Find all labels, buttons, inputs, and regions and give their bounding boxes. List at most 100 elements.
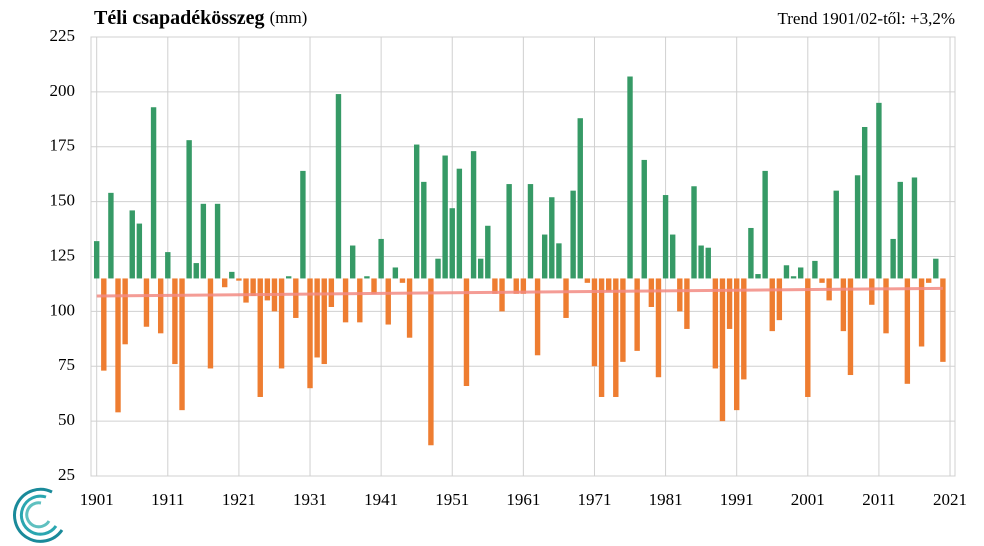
bar bbox=[513, 278, 519, 294]
x-tick-label: 1921 bbox=[222, 490, 256, 509]
bar bbox=[655, 278, 662, 378]
y-tick-label: 50 bbox=[58, 410, 75, 429]
bar bbox=[115, 278, 121, 413]
bar bbox=[641, 159, 647, 279]
bar bbox=[805, 278, 811, 397]
chart-title: Téli csapadékösszeg (mm) bbox=[94, 7, 307, 29]
bar bbox=[847, 278, 854, 376]
bar bbox=[556, 243, 562, 279]
bar bbox=[733, 278, 740, 411]
bar bbox=[861, 126, 868, 279]
bar bbox=[285, 276, 292, 279]
x-tick-label: 1961 bbox=[506, 490, 540, 509]
bar bbox=[157, 278, 164, 334]
bar bbox=[925, 278, 932, 283]
bar bbox=[428, 278, 434, 446]
bar bbox=[221, 278, 228, 288]
bar bbox=[136, 223, 143, 279]
y-tick-label: 200 bbox=[50, 81, 76, 100]
bar bbox=[108, 192, 114, 279]
bar bbox=[101, 278, 107, 371]
bar bbox=[726, 278, 733, 329]
bar bbox=[563, 278, 569, 318]
bar bbox=[186, 140, 192, 279]
bar bbox=[392, 267, 399, 279]
bar bbox=[200, 203, 207, 279]
bar bbox=[477, 258, 484, 279]
bar bbox=[193, 263, 199, 279]
bar bbox=[470, 151, 477, 279]
bar bbox=[584, 278, 591, 283]
bar bbox=[669, 234, 676, 279]
bar bbox=[833, 190, 839, 279]
bar bbox=[413, 144, 420, 279]
trend-line bbox=[96, 286, 943, 298]
bar bbox=[712, 278, 719, 369]
bar bbox=[797, 267, 804, 279]
bar bbox=[783, 265, 790, 279]
bar bbox=[314, 278, 320, 358]
bar bbox=[904, 278, 911, 384]
bar bbox=[776, 278, 783, 321]
bar bbox=[940, 278, 946, 362]
y-tick-label: 175 bbox=[50, 136, 76, 155]
bar bbox=[243, 278, 249, 303]
bar bbox=[762, 170, 768, 279]
bar bbox=[385, 278, 391, 325]
bar bbox=[442, 155, 448, 279]
bar bbox=[662, 195, 669, 279]
bar bbox=[499, 278, 505, 312]
unit: (mm) bbox=[270, 8, 308, 27]
x-tick-label: 2021 bbox=[933, 490, 967, 509]
bar bbox=[719, 278, 726, 422]
bar bbox=[869, 278, 875, 305]
bar bbox=[598, 278, 605, 397]
bar bbox=[435, 258, 441, 279]
bar bbox=[449, 208, 455, 279]
bar bbox=[207, 278, 214, 369]
bar bbox=[278, 278, 285, 369]
x-tick-label: 2001 bbox=[791, 490, 825, 509]
bar bbox=[854, 175, 861, 279]
x-tick-label: 1981 bbox=[649, 490, 683, 509]
x-tick-label: 1911 bbox=[151, 490, 184, 509]
bar bbox=[591, 278, 598, 367]
bar bbox=[677, 278, 683, 312]
bar bbox=[790, 276, 797, 279]
y-tick-label: 100 bbox=[50, 300, 76, 319]
bar bbox=[371, 278, 377, 294]
bar bbox=[648, 278, 655, 307]
y-tick-label: 225 bbox=[50, 26, 76, 45]
bar bbox=[883, 278, 889, 334]
bar bbox=[421, 181, 427, 279]
x-tick-label: 1971 bbox=[577, 490, 611, 509]
bar bbox=[541, 234, 548, 279]
bar bbox=[293, 278, 299, 318]
bar bbox=[357, 278, 363, 323]
x-tick-label: 1951 bbox=[435, 490, 469, 509]
bar bbox=[933, 258, 939, 279]
bar bbox=[264, 278, 271, 301]
bar bbox=[399, 278, 406, 283]
bar bbox=[897, 181, 903, 279]
bar bbox=[890, 238, 896, 279]
bar bbox=[876, 102, 882, 279]
bar bbox=[698, 245, 704, 279]
trend-annotation: Trend 1901/02-től: +3,2% bbox=[777, 9, 955, 28]
bar bbox=[627, 76, 633, 279]
bar bbox=[620, 278, 626, 362]
bar bbox=[214, 203, 221, 279]
bar bbox=[307, 278, 313, 389]
bar bbox=[143, 278, 150, 327]
bar bbox=[463, 278, 470, 387]
bar bbox=[911, 177, 918, 279]
bar bbox=[172, 278, 178, 365]
x-tick-label: 1991 bbox=[720, 490, 754, 509]
bar bbox=[349, 245, 356, 279]
bar bbox=[634, 278, 640, 351]
bar bbox=[684, 278, 690, 329]
bar bbox=[748, 227, 754, 279]
bar bbox=[577, 118, 583, 279]
bar bbox=[741, 278, 747, 380]
